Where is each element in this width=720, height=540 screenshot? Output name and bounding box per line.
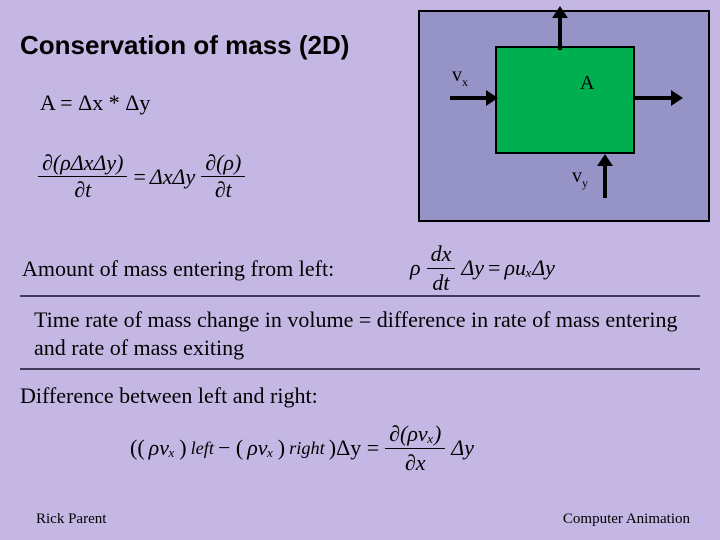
equation-diff-lr: ((ρvₓ)left − (ρvₓ)right )Δy = ∂(ρvₓ) ∂x … [130,420,474,476]
diagram-frame: A vx vy [418,10,710,222]
label-mass-entering-left: Amount of mass entering from left: [22,255,334,283]
slide-title: Conservation of mass (2D) [20,30,349,61]
arrow-left-in [450,88,498,108]
arrow-bottom-in [595,154,615,198]
label-vy: vy [572,165,588,191]
label-vx: vx [452,64,468,90]
divider-1 [20,295,700,297]
arrow-top-out [550,6,570,50]
label-area: A [580,72,594,95]
label-diff-lr: Difference between left and right: [20,382,318,410]
footer-author: Rick Parent [36,511,106,528]
control-volume-box [495,46,635,154]
area-equation: A = Δx * Δy [40,90,150,116]
footer-course: Computer Animation [563,511,690,528]
equation-mass-conservation: ∂(ρΔxΔy) ∂t = ΔxΔy ∂(ρ) ∂t [36,150,247,203]
label-time-rate: Time rate of mass change in volume = dif… [34,306,694,361]
arrow-right-out [635,88,683,108]
equation-mass-left-flux: ρ dx dt Δy = ρuₓΔy [410,240,555,296]
divider-2 [20,368,700,370]
